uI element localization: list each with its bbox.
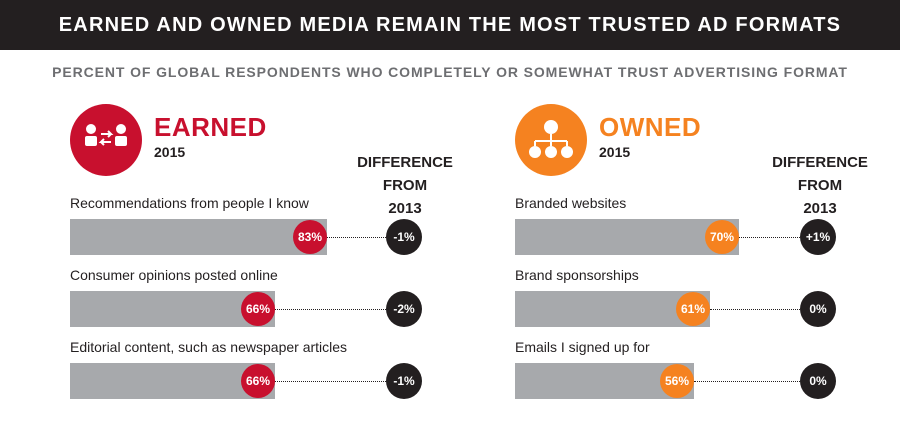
difference-badge: 0% — [800, 363, 836, 399]
category-label: Brand sponsorships — [515, 267, 639, 283]
difference-badge: 0% — [800, 291, 836, 327]
bar — [70, 291, 275, 327]
difference-badge: +1% — [800, 219, 836, 255]
owned-panel: OWNED 2015 DIFFERENCE FROM 2013 Branded … — [445, 100, 868, 421]
earned-panel: EARNED 2015 DIFFERENCE FROM 2013 Recomme… — [0, 100, 453, 421]
chart-title: EARNED AND OWNED MEDIA REMAIN THE MOST T… — [0, 0, 900, 50]
category-label: Consumer opinions posted online — [70, 267, 278, 283]
bar — [70, 219, 327, 255]
connector-line — [739, 237, 800, 238]
category-label: Recommendations from people I know — [70, 195, 309, 211]
people-exchange-icon — [85, 124, 127, 146]
difference-header-line: DIFFERENCE — [772, 154, 868, 171]
value-label: 56% — [660, 364, 694, 398]
value-label: 61% — [676, 292, 710, 326]
difference-header-line: FROM — [797, 177, 843, 194]
difference-header: DIFFERENCE FROM 2013 — [755, 151, 885, 220]
category-label: Emails I signed up for — [515, 339, 650, 355]
bar — [515, 219, 739, 255]
panel-year: 2015 — [599, 144, 631, 160]
difference-header-line: 2013 — [388, 200, 422, 217]
value-label: 83% — [293, 220, 327, 254]
earned-logo — [70, 104, 142, 176]
bar — [70, 363, 275, 399]
panel-title: EARNED — [154, 112, 267, 142]
connector-line — [327, 237, 386, 238]
value-label: 66% — [241, 364, 275, 398]
difference-header: DIFFERENCE FROM 2013 — [340, 151, 470, 220]
difference-badge: -1% — [386, 363, 422, 399]
connector-line — [275, 381, 386, 382]
connector-line — [710, 309, 800, 310]
category-label: Editorial content, such as newspaper art… — [70, 339, 348, 355]
value-label: 66% — [241, 292, 275, 326]
category-label: Branded websites — [515, 195, 627, 211]
value-label: 70% — [705, 220, 739, 254]
chart-subtitle: PERCENT OF GLOBAL RESPONDENTS WHO COMPLE… — [52, 64, 848, 80]
difference-header-line: 2013 — [803, 200, 837, 217]
difference-badge: -2% — [386, 291, 422, 327]
connector-line — [694, 381, 800, 382]
panel-title: OWNED — [599, 112, 702, 142]
difference-header-line: DIFFERENCE — [357, 154, 453, 171]
difference-header-line: FROM — [382, 177, 428, 194]
owned-logo — [515, 104, 587, 176]
panel-year: 2015 — [154, 144, 186, 160]
org-chart-icon — [529, 120, 573, 158]
difference-badge: -1% — [386, 219, 422, 255]
connector-line — [275, 309, 386, 310]
